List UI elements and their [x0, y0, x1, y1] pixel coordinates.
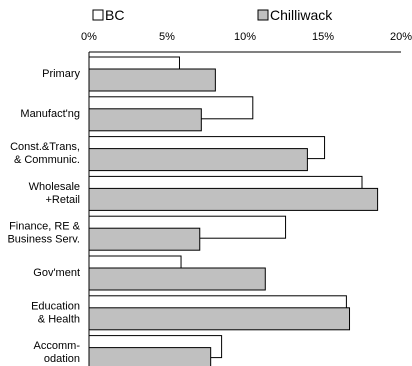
category-label: Manufact'ng — [20, 108, 80, 120]
x-tick-label: 10% — [234, 31, 256, 43]
bar-chilliwack-construction — [88, 148, 308, 172]
bar-chilliwack-accommodation — [88, 347, 212, 366]
category-label: Const.&Trans, — [10, 141, 80, 153]
x-tick-label: 0% — [81, 31, 97, 43]
legend-swatch-bc — [92, 9, 104, 21]
legend-label-chilliwack: Chilliwack — [270, 7, 333, 23]
legend-label-bc: BC — [105, 7, 124, 23]
category-label: Gov'ment — [33, 267, 80, 279]
bar-chilliwack-finance — [88, 227, 201, 251]
category-label: Business Serv. — [7, 234, 80, 246]
x-tick-label: 5% — [159, 31, 175, 43]
bar-chilliwack-manufacturing — [88, 108, 202, 132]
bar-chilliwack-primary — [88, 68, 216, 92]
bar-chilliwack-government — [88, 267, 266, 291]
bar-chilliwack-wholesale — [88, 187, 379, 211]
category-label: odation — [44, 353, 80, 365]
category-label: & Communic. — [14, 154, 80, 166]
category-label: +Retail — [45, 194, 80, 206]
legend-swatch-chilliwack — [257, 9, 269, 21]
x-axis-ticks: 0% 5% 10% 15% 20% — [81, 31, 412, 43]
bars — [88, 56, 379, 366]
category-label: Accomm- — [34, 340, 81, 352]
category-label: Wholesale — [29, 181, 80, 193]
category-label: & Health — [38, 313, 80, 325]
category-label: Education — [31, 300, 80, 312]
x-tick-label: 15% — [312, 31, 334, 43]
category-label: Finance, RE & — [9, 221, 81, 233]
legend: BC Chilliwack — [92, 7, 333, 23]
y-axis-categories: Primary Manufact'ng Const.&Trans,& Communi… — [7, 68, 80, 365]
bar-chilliwack-education — [88, 307, 351, 331]
category-label: Primary — [42, 68, 80, 80]
x-tick-label: 20% — [390, 31, 412, 43]
